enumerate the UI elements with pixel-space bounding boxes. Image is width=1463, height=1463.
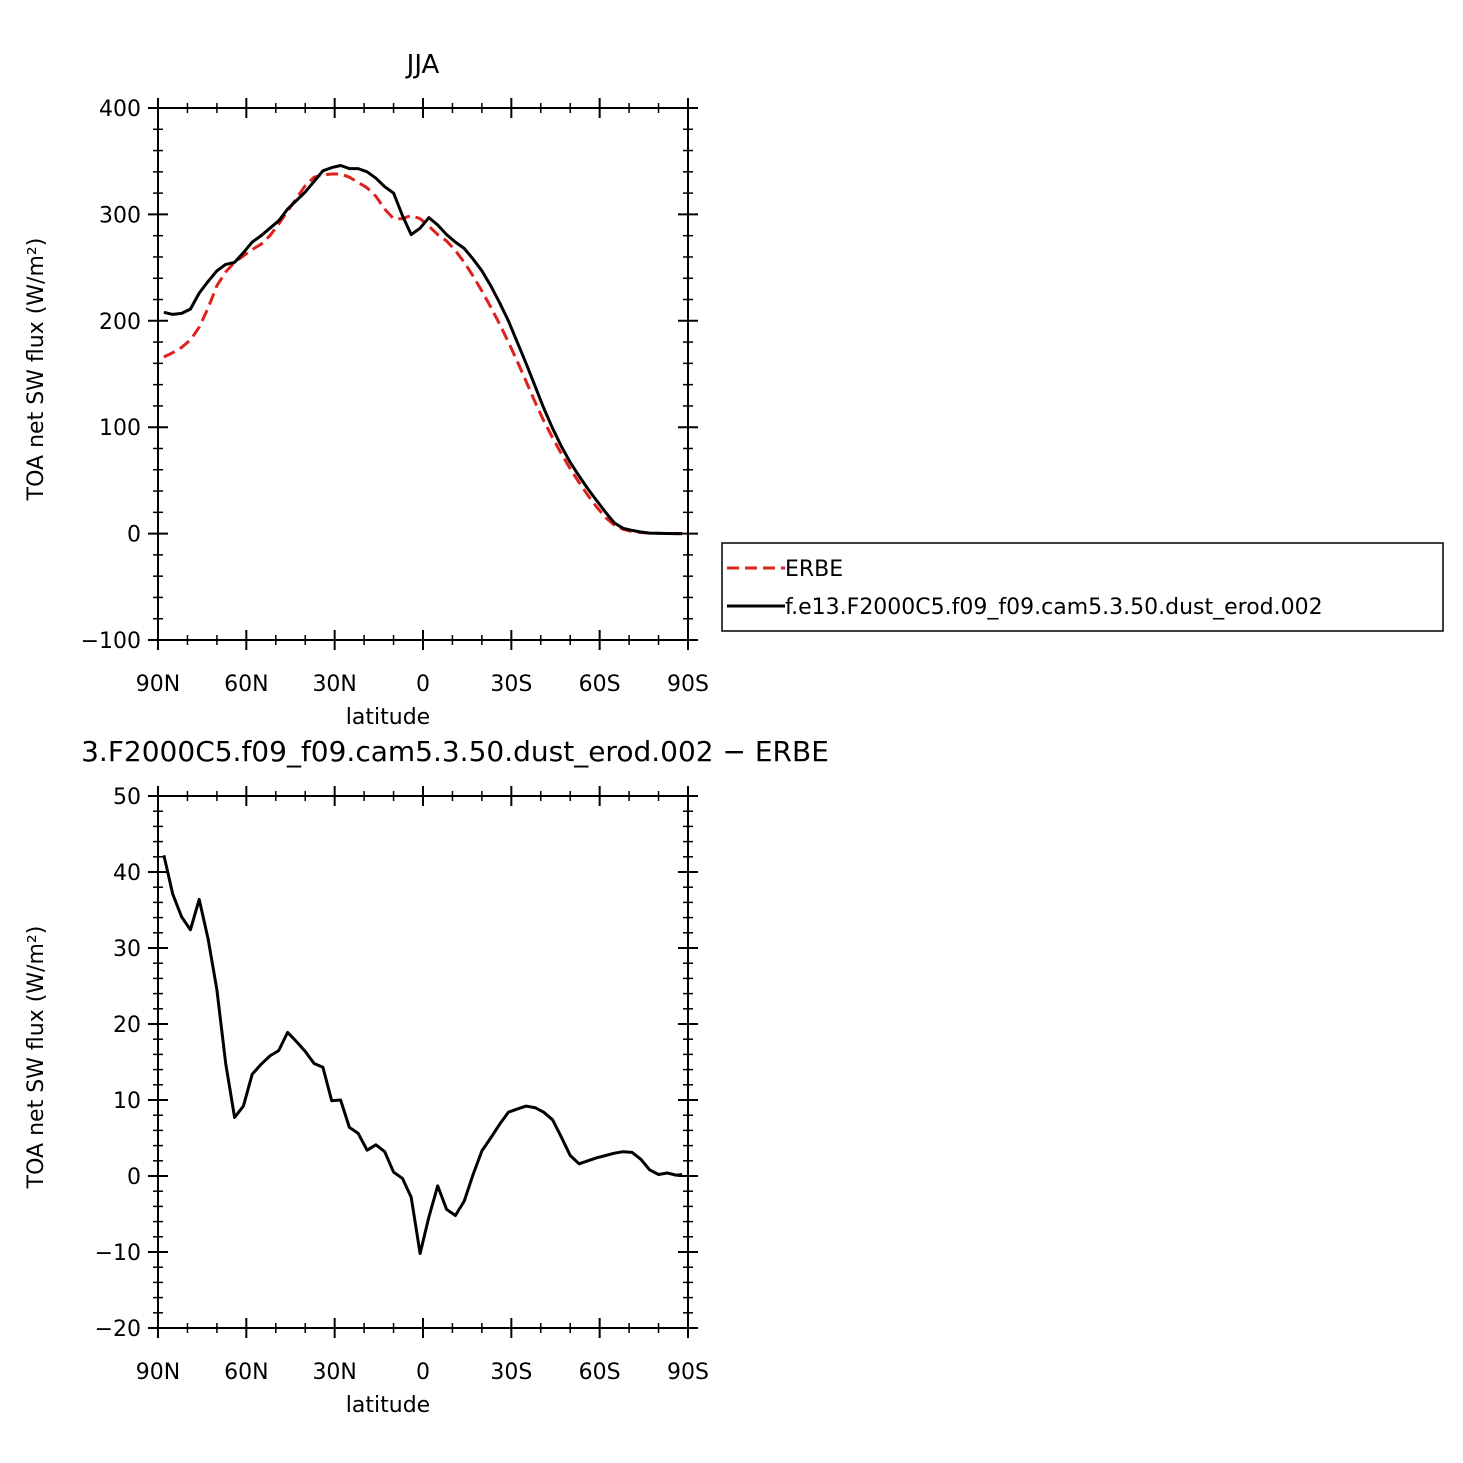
y-tick-label: 20	[113, 1013, 141, 1038]
x-tick-label: 30N	[312, 672, 356, 697]
y-tick-label: 40	[113, 861, 141, 886]
y-tick-label: −20	[95, 1317, 141, 1342]
series-line-1	[162, 854, 683, 1255]
y-tick-label: 50	[113, 785, 141, 810]
plot-frame	[157, 107, 689, 641]
series-line-1	[163, 172, 683, 536]
x-tick-label: 60S	[579, 1360, 621, 1385]
x-tick-label: 90S	[667, 672, 709, 697]
chart-1: −100 0 100 200 300 400 90N 60N 30N 0 30S 60S 90S lati…	[24, 50, 709, 730]
chart-title: JJA	[405, 50, 440, 80]
x-tick-label: 90N	[136, 1360, 180, 1385]
y-tick-label: 300	[99, 203, 141, 228]
legend-box	[721, 542, 1444, 632]
y-axis-label: TOA net SW flux (W/m²)	[24, 238, 49, 502]
x-tick-label: 0	[416, 672, 430, 697]
x-tick-label: 60N	[224, 1360, 268, 1385]
x-tick-label: 90S	[667, 1360, 709, 1385]
y-tick-label: 30	[113, 937, 141, 962]
y-tick-label: 400	[99, 97, 141, 122]
y-tick-label: 0	[127, 1165, 141, 1190]
x-axis-label: latitude	[346, 705, 430, 730]
y-tick-label: 0	[127, 523, 141, 548]
x-tick-label: 90N	[136, 672, 180, 697]
legend: ERBE f.e13.F2000C5.f09_f09.cam5.3.50.dust…	[721, 542, 1444, 632]
y-axis-label: TOA net SW flux (W/m²)	[24, 926, 49, 1190]
chart-title: 3.F2000C5.f09_f09.cam5.3.50.dust_erod.00…	[81, 735, 829, 768]
series-line-2	[163, 164, 683, 536]
y-tick-label: 10	[113, 1089, 141, 1114]
y-tick-label: 200	[99, 310, 141, 335]
x-tick-label: 60N	[224, 672, 268, 697]
legend-label: f.e13.F2000C5.f09_f09.cam5.3.50.dust_ero…	[785, 595, 1323, 620]
legend-label: ERBE	[785, 557, 843, 582]
x-tick-label: 30S	[490, 672, 532, 697]
y-tick-label: 100	[99, 416, 141, 441]
chart-2: −20 −10 0 10 20 30 40 50 90N 60N 30N 0 30S 60S 90S lati…	[24, 735, 829, 1418]
x-tick-label: 60S	[579, 672, 621, 697]
x-tick-label: 30N	[312, 1360, 356, 1385]
x-axis-label: latitude	[346, 1393, 430, 1418]
x-tick-label: 0	[416, 1360, 430, 1385]
plot-frame	[157, 795, 689, 1329]
y-tick-label: −10	[95, 1241, 141, 1266]
y-tick-label: −100	[81, 629, 141, 654]
x-tick-label: 30S	[490, 1360, 532, 1385]
